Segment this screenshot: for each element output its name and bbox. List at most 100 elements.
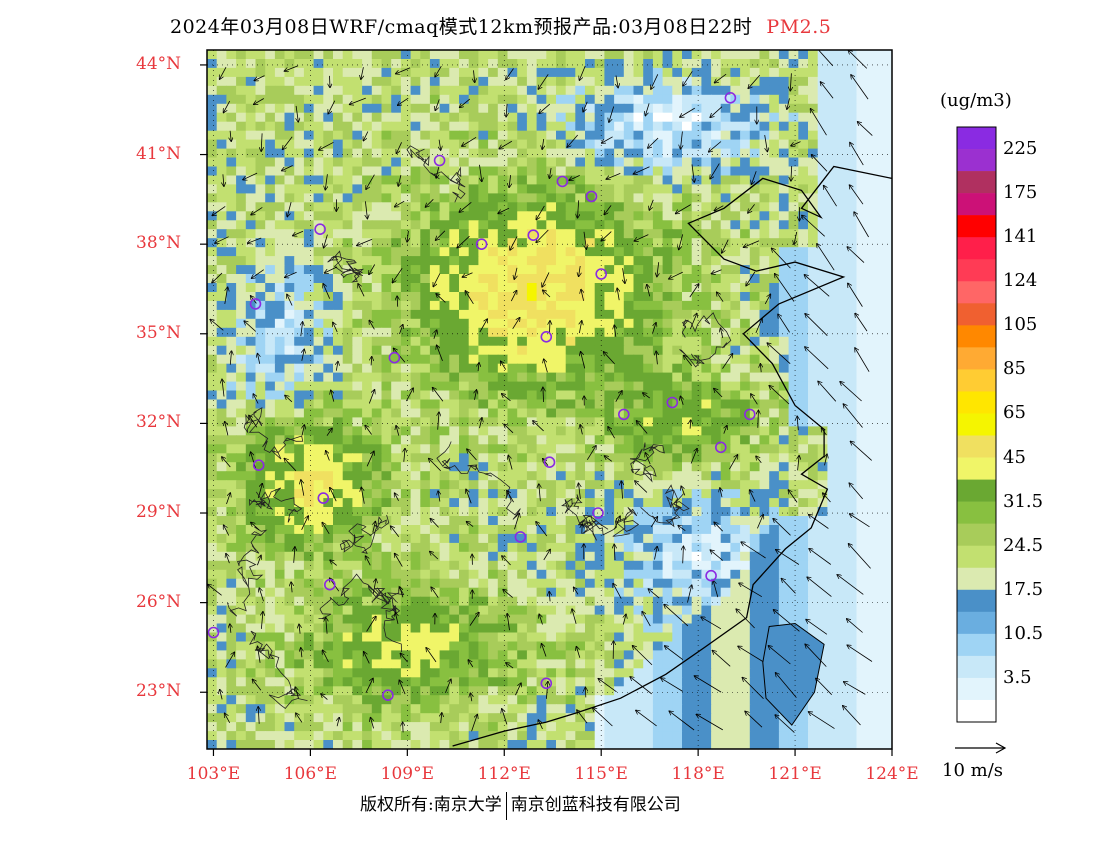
field-cell xyxy=(633,381,644,392)
field-cell xyxy=(827,50,838,60)
field-cell xyxy=(245,345,257,356)
field-cell xyxy=(391,623,402,634)
field-cell xyxy=(333,175,344,186)
field-cell xyxy=(837,560,848,571)
field-cell xyxy=(526,650,538,660)
field-cell xyxy=(294,390,305,401)
field-cell xyxy=(255,256,266,266)
field-cell xyxy=(536,202,547,212)
field-cell xyxy=(875,283,887,293)
field-cell xyxy=(720,274,731,284)
field-cell xyxy=(623,121,635,132)
field-cell xyxy=(362,238,373,248)
field-cell xyxy=(749,632,761,643)
field-cell xyxy=(517,148,528,159)
field-cell xyxy=(420,614,431,625)
field-cell xyxy=(565,139,576,150)
field-cell xyxy=(323,247,334,257)
field-cell xyxy=(400,587,412,598)
field-cell xyxy=(459,498,470,508)
field-cell xyxy=(875,533,887,544)
field-cell xyxy=(429,462,441,472)
field-cell xyxy=(352,130,363,141)
field-cell xyxy=(740,542,751,553)
field-cell xyxy=(245,462,257,472)
field-cell xyxy=(468,426,479,436)
field-cell xyxy=(749,193,761,203)
field-cell xyxy=(391,130,402,141)
field-cell xyxy=(371,309,383,320)
field-cell xyxy=(381,551,392,562)
field-cell xyxy=(875,112,887,123)
field-cell xyxy=(449,453,460,463)
field-cell xyxy=(575,453,586,463)
field-cell xyxy=(371,641,383,652)
field-cell xyxy=(546,426,557,436)
field-cell xyxy=(371,587,383,598)
field-cell xyxy=(478,327,489,338)
field-cell xyxy=(817,498,828,508)
field-cell xyxy=(808,516,819,526)
field-cell xyxy=(352,363,363,374)
field-cell xyxy=(875,274,887,284)
field-cell xyxy=(478,283,489,293)
field-cell xyxy=(875,363,887,374)
field-cell xyxy=(381,533,392,544)
field-cell xyxy=(449,489,460,499)
field-cell xyxy=(429,85,441,96)
field-cell xyxy=(740,498,751,508)
field-cell xyxy=(740,614,751,625)
field-cell xyxy=(478,453,489,463)
field-cell xyxy=(410,560,421,571)
field-cell xyxy=(478,59,489,69)
field-cell xyxy=(265,677,276,687)
field-cell xyxy=(497,76,509,87)
field-cell xyxy=(885,112,892,123)
field-cell xyxy=(808,426,819,436)
field-cell xyxy=(468,516,479,526)
field-cell xyxy=(856,103,867,114)
field-cell xyxy=(410,390,421,401)
field-cell xyxy=(381,390,392,401)
field-cell xyxy=(478,542,489,553)
field-cell xyxy=(371,471,383,481)
field-cell xyxy=(226,121,237,132)
field-cell xyxy=(274,614,286,625)
field-cell xyxy=(662,426,673,436)
field-cell xyxy=(410,76,421,87)
field-cell xyxy=(604,184,615,194)
field-cell xyxy=(837,103,848,114)
field-cell xyxy=(866,498,877,508)
field-cell xyxy=(885,659,892,669)
field-cell xyxy=(623,202,635,212)
field-cell xyxy=(449,605,460,616)
field-cell xyxy=(410,659,421,669)
field-cell xyxy=(875,139,887,150)
field-cell xyxy=(313,399,324,410)
field-cell xyxy=(526,300,538,311)
field-cell xyxy=(594,238,605,248)
field-cell xyxy=(468,453,479,463)
field-cell xyxy=(701,480,712,490)
field-cell xyxy=(662,67,673,78)
field-cell xyxy=(808,390,819,401)
field-cell xyxy=(565,59,576,69)
field-cell xyxy=(391,641,402,652)
field-cell xyxy=(226,211,237,221)
field-cell xyxy=(497,498,509,508)
field-cell xyxy=(778,112,790,123)
field-cell xyxy=(216,103,227,114)
field-cell xyxy=(585,283,596,293)
field-cell xyxy=(255,94,266,105)
field-cell xyxy=(245,121,257,132)
field-cell xyxy=(788,578,799,589)
field-cell xyxy=(468,569,479,580)
field-cell xyxy=(536,462,547,472)
field-cell xyxy=(778,551,790,562)
field-cell xyxy=(740,139,751,150)
field-cell xyxy=(497,569,509,580)
field-cell xyxy=(526,560,538,571)
field-cell xyxy=(691,274,702,284)
field-cell xyxy=(623,381,635,392)
field-cell xyxy=(439,103,450,114)
